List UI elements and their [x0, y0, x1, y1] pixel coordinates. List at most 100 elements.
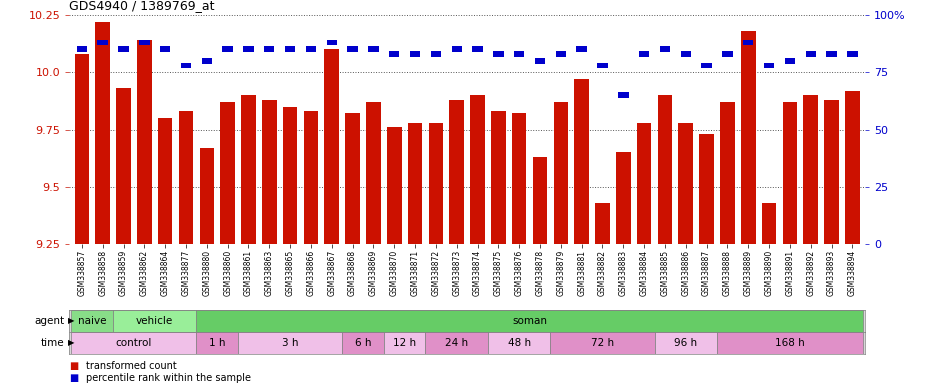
- Bar: [200, 148, 214, 244]
- Bar: [306, 46, 316, 52]
- Bar: [660, 46, 671, 52]
- Bar: [595, 203, 610, 244]
- Text: 6 h: 6 h: [355, 338, 371, 348]
- Bar: [598, 63, 608, 68]
- Bar: [845, 91, 859, 244]
- Bar: [681, 51, 691, 57]
- Text: time: time: [41, 338, 65, 348]
- Bar: [158, 118, 172, 244]
- Bar: [806, 51, 816, 57]
- Bar: [618, 92, 628, 98]
- Text: 3 h: 3 h: [282, 338, 299, 348]
- Text: 72 h: 72 h: [591, 338, 614, 348]
- Bar: [262, 100, 277, 244]
- Bar: [636, 122, 651, 244]
- Bar: [113, 310, 196, 332]
- Bar: [408, 122, 423, 244]
- Bar: [431, 51, 441, 57]
- Text: naive: naive: [78, 316, 106, 326]
- Bar: [762, 203, 776, 244]
- Bar: [514, 51, 524, 57]
- Bar: [470, 95, 485, 244]
- Bar: [97, 40, 108, 45]
- Bar: [303, 111, 318, 244]
- Bar: [804, 95, 818, 244]
- Text: ▶: ▶: [68, 316, 75, 326]
- Bar: [366, 102, 381, 244]
- Bar: [243, 46, 253, 52]
- Bar: [283, 107, 298, 244]
- Bar: [77, 46, 87, 52]
- Bar: [202, 58, 212, 64]
- Bar: [450, 100, 464, 244]
- Text: GDS4940 / 1389769_at: GDS4940 / 1389769_at: [69, 0, 215, 12]
- Bar: [220, 102, 235, 244]
- Bar: [488, 332, 550, 354]
- Text: ■: ■: [69, 361, 79, 371]
- Bar: [576, 46, 586, 52]
- Bar: [473, 46, 483, 52]
- Text: 1 h: 1 h: [209, 338, 226, 348]
- Bar: [655, 332, 717, 354]
- Text: 96 h: 96 h: [674, 338, 697, 348]
- Text: 168 h: 168 h: [775, 338, 805, 348]
- Bar: [824, 100, 839, 244]
- Bar: [348, 46, 358, 52]
- Bar: [368, 46, 378, 52]
- Text: vehicle: vehicle: [136, 316, 173, 326]
- Bar: [384, 332, 426, 354]
- Bar: [533, 157, 548, 244]
- Bar: [196, 332, 238, 354]
- Bar: [764, 63, 774, 68]
- Bar: [783, 102, 797, 244]
- Bar: [493, 51, 503, 57]
- Bar: [325, 50, 339, 244]
- Bar: [389, 51, 400, 57]
- Bar: [71, 310, 113, 332]
- Bar: [241, 95, 255, 244]
- Bar: [196, 310, 863, 332]
- Text: ▶: ▶: [68, 339, 75, 348]
- Bar: [491, 111, 506, 244]
- Bar: [556, 51, 566, 57]
- Text: percentile rank within the sample: percentile rank within the sample: [86, 373, 251, 383]
- Text: agent: agent: [34, 316, 65, 326]
- Bar: [95, 22, 110, 244]
- Bar: [639, 51, 649, 57]
- Bar: [717, 332, 863, 354]
- Bar: [345, 113, 360, 244]
- Bar: [699, 134, 714, 244]
- Bar: [535, 58, 545, 64]
- Bar: [387, 127, 401, 244]
- Bar: [722, 51, 733, 57]
- Bar: [550, 332, 655, 354]
- Bar: [117, 88, 130, 244]
- Bar: [428, 122, 443, 244]
- Bar: [342, 332, 384, 354]
- Bar: [238, 332, 342, 354]
- Bar: [784, 58, 796, 64]
- Bar: [285, 46, 295, 52]
- Bar: [701, 63, 712, 68]
- Bar: [264, 46, 275, 52]
- Bar: [139, 40, 150, 45]
- Bar: [160, 46, 170, 52]
- Text: 48 h: 48 h: [508, 338, 531, 348]
- Bar: [553, 102, 568, 244]
- Text: 24 h: 24 h: [445, 338, 468, 348]
- Bar: [658, 95, 672, 244]
- Bar: [410, 51, 420, 57]
- Text: 12 h: 12 h: [393, 338, 416, 348]
- Bar: [741, 31, 756, 244]
- Bar: [222, 46, 233, 52]
- Text: ■: ■: [69, 373, 79, 383]
- Bar: [118, 46, 129, 52]
- Bar: [743, 40, 754, 45]
- Bar: [179, 111, 193, 244]
- Bar: [180, 63, 191, 68]
- Bar: [71, 332, 196, 354]
- Text: soman: soman: [512, 316, 547, 326]
- Bar: [137, 40, 152, 244]
- Bar: [574, 79, 589, 244]
- Bar: [327, 40, 337, 45]
